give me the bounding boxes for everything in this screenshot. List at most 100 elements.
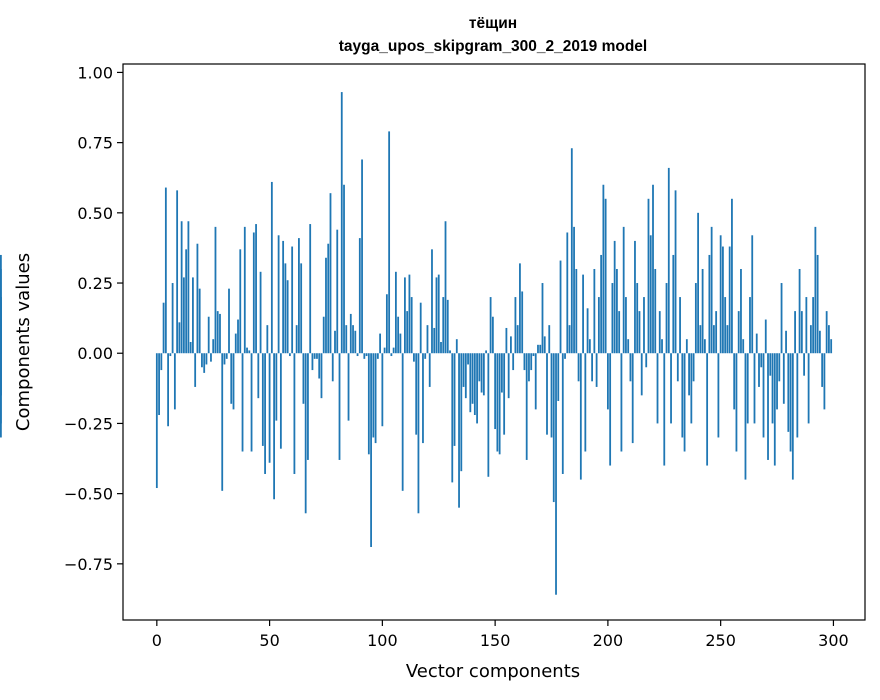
bar-component-227 — [667, 167, 670, 354]
bar-component-89 — [356, 353, 359, 357]
bar-component-216 — [643, 297, 645, 354]
bar-component-166 — [530, 353, 533, 371]
bar-component-186 — [575, 268, 578, 354]
bar-component-264 — [751, 235, 754, 354]
bar-component-242 — [701, 268, 704, 354]
bar-component-197 — [600, 254, 603, 354]
bar-component-79 — [334, 330, 336, 354]
bar-component-91 — [361, 159, 363, 354]
bar-component-148 — [489, 297, 492, 354]
bar-component-203 — [613, 240, 616, 354]
bar-component-105 — [392, 347, 395, 354]
bar-component-111 — [406, 311, 409, 354]
bar-component-199 — [604, 198, 607, 354]
x-tick-label: 300 — [818, 631, 849, 650]
bar-component-295 — [821, 353, 824, 387]
bar-component-85 — [347, 353, 350, 421]
bar-component-189 — [582, 274, 584, 354]
bar-component-46 — [259, 271, 262, 354]
bar-component-248 — [715, 311, 718, 354]
bar-component-88 — [354, 330, 357, 354]
bar-component-37 — [239, 249, 242, 354]
bar-component-180 — [561, 353, 564, 474]
bar-component-181 — [564, 353, 566, 359]
bar-component-214 — [638, 311, 641, 354]
bar-component-8 — [173, 353, 176, 410]
bar-component-298 — [828, 325, 830, 354]
bar-component-230 — [674, 190, 677, 354]
bar-component-176 — [552, 353, 555, 503]
bar-component-271 — [767, 353, 769, 460]
bar-component-137 — [464, 353, 467, 399]
bar-component-38 — [241, 353, 244, 452]
bar-component-241 — [699, 325, 702, 354]
bar-component-244 — [706, 353, 709, 466]
bar-component-32 — [228, 288, 230, 354]
bar-component-24 — [210, 353, 212, 362]
plot-frame — [122, 63, 866, 621]
bar-component-80 — [336, 229, 339, 354]
bar-component-258 — [737, 311, 740, 354]
bar-component-251 — [722, 246, 724, 354]
bar-component-83 — [343, 184, 345, 354]
bar-component-108 — [399, 333, 402, 354]
bar-component-101 — [383, 347, 386, 354]
bar-component-207 — [622, 226, 625, 354]
bar-component-172 — [543, 336, 546, 354]
bar-component-132 — [453, 353, 456, 446]
bar-component-155 — [505, 327, 508, 354]
bar-component-10 — [178, 322, 181, 354]
bar-component-198 — [602, 184, 605, 354]
bar-component-183 — [568, 325, 571, 354]
bar-component-153 — [500, 353, 503, 393]
bar-component-138 — [467, 353, 469, 365]
bar-component-56 — [282, 240, 285, 354]
bar-component-15 — [189, 342, 192, 354]
bar-component-215 — [640, 353, 643, 396]
bar-component-297 — [825, 311, 828, 354]
bar-component-6 — [169, 353, 172, 357]
bar-component-90 — [358, 238, 361, 354]
bar-component-147 — [487, 353, 490, 477]
bar-component-157 — [510, 336, 512, 354]
bar-component-40 — [246, 347, 248, 354]
bar-component-51 — [270, 181, 273, 354]
bar-component-2 — [160, 353, 163, 371]
bar-component-267 — [758, 353, 760, 387]
bar-component-268 — [760, 353, 763, 368]
bar-component-48 — [264, 353, 266, 474]
bar-component-245 — [708, 254, 711, 354]
bar-component-212 — [634, 240, 636, 354]
bar-component-123 — [433, 327, 436, 354]
bar-component-195 — [595, 353, 598, 387]
bar-component-60 — [291, 246, 294, 354]
bars-group — [0, 92, 833, 595]
bar-component-158 — [512, 353, 515, 371]
bar-component-87 — [352, 325, 354, 354]
bar-component-238 — [692, 353, 695, 382]
bar-component-76 — [327, 243, 330, 354]
bar-component-221 — [654, 268, 657, 354]
bar-component-20 — [201, 353, 203, 368]
bar-component-229 — [672, 254, 675, 354]
bar-component-93 — [365, 353, 368, 357]
bar-component-16 — [192, 277, 194, 354]
bar-component-223 — [658, 311, 661, 354]
bar-component-39 — [243, 226, 246, 354]
bar-component-226 — [665, 283, 668, 354]
bar-component-63 — [298, 238, 300, 354]
bar-component-141 — [473, 353, 476, 416]
bar-component-14 — [187, 221, 190, 354]
bar-component-246 — [710, 226, 713, 354]
bar-component-145 — [482, 353, 485, 396]
bar-component-100 — [381, 353, 384, 427]
bar-component-265 — [753, 353, 756, 424]
bar-component-65 — [302, 353, 305, 404]
bar-component-289 — [807, 353, 810, 424]
bar-component-3 — [162, 302, 165, 354]
bar-component-262 — [746, 353, 749, 424]
bar-component-124 — [435, 277, 438, 354]
bar-component-66 — [304, 353, 307, 514]
